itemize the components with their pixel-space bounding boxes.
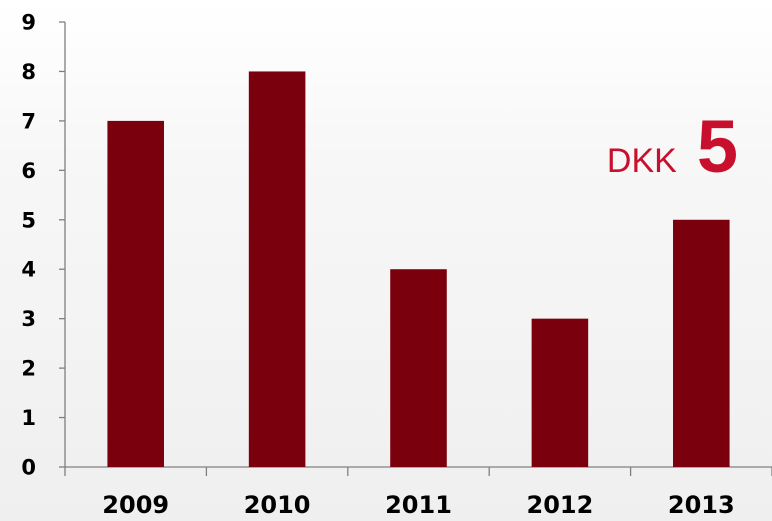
y-tick-label: 2 — [21, 357, 36, 381]
dividend-callout: DKK 5 — [607, 110, 738, 184]
y-tick-label: 4 — [21, 258, 36, 282]
y-tick-label: 7 — [21, 109, 36, 133]
y-tick-label: 9 — [21, 11, 36, 35]
bar-2010 — [248, 71, 306, 467]
x-category-label: 2012 — [527, 491, 594, 519]
x-category-label: 2009 — [102, 491, 169, 519]
x-axis: 2009 2010 2011 2012 2013 — [64, 466, 772, 519]
x-category-label: 2013 — [668, 491, 735, 519]
y-axis: 0 1 2 3 4 5 6 7 8 9 — [21, 11, 66, 480]
y-tick-label: 8 — [21, 60, 36, 84]
y-tick-label: 3 — [21, 307, 36, 331]
bar-2011 — [390, 269, 447, 467]
x-category-label: 2011 — [385, 491, 452, 519]
y-tick-label: 5 — [21, 208, 36, 232]
y-tick-label: 6 — [21, 159, 36, 183]
bar-2013 — [673, 219, 730, 467]
bars — [107, 71, 730, 467]
callout-value: 5 — [696, 105, 738, 188]
y-tick-label: 0 — [21, 456, 36, 480]
x-category-label: 2010 — [244, 491, 311, 519]
y-tick-label: 1 — [21, 406, 36, 430]
bar-2009 — [107, 120, 164, 467]
callout-unit: DKK — [606, 142, 677, 180]
bar-2012 — [531, 318, 589, 467]
